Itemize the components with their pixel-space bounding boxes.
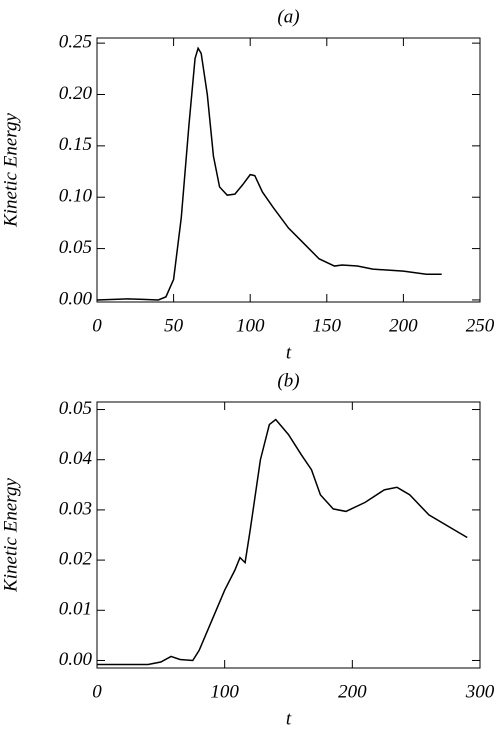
x-tick-label: 100: [236, 315, 265, 336]
plot-frame: [96, 37, 481, 303]
chart-title: (a): [277, 6, 299, 27]
y-tick-label: 0.25: [59, 31, 92, 52]
y-tick-label: 0.10: [59, 186, 93, 207]
x-axis-label: t: [286, 708, 292, 729]
x-tick-label: 200: [389, 315, 418, 336]
plot-frame: [96, 401, 481, 669]
x-tick-label: 300: [465, 681, 495, 702]
data-line: [97, 418, 468, 666]
x-tick-label: 100: [210, 681, 239, 702]
x-tick-label: 150: [313, 315, 342, 336]
x-tick-label: 250: [466, 315, 495, 336]
x-tick-label: 200: [338, 681, 367, 702]
y-tick-label: 0.03: [59, 498, 92, 519]
x-tick-label: 0: [92, 681, 102, 702]
y-tick-label: 0.15: [59, 134, 92, 155]
y-tick-label: 0.05: [59, 237, 92, 258]
y-tick-label: 0.01: [59, 599, 92, 620]
y-tick-label: 0.00: [59, 649, 93, 670]
y-tick-label: 0.20: [59, 83, 93, 104]
x-axis-label: t: [286, 342, 292, 363]
y-axis-label: Kinetic Energy: [0, 113, 21, 228]
y-tick-label: 0.00: [59, 288, 93, 309]
y-tick-label: 0.05: [59, 398, 92, 419]
y-tick-label: 0.04: [59, 448, 93, 469]
chart-title: (b): [277, 370, 299, 391]
y-tick-label: 0.02: [59, 548, 93, 569]
x-tick-label: 50: [164, 315, 184, 336]
y-axis-label: Kinetic Energy: [0, 478, 21, 593]
x-tick-label: 0: [92, 315, 102, 336]
data-line: [96, 46, 442, 301]
